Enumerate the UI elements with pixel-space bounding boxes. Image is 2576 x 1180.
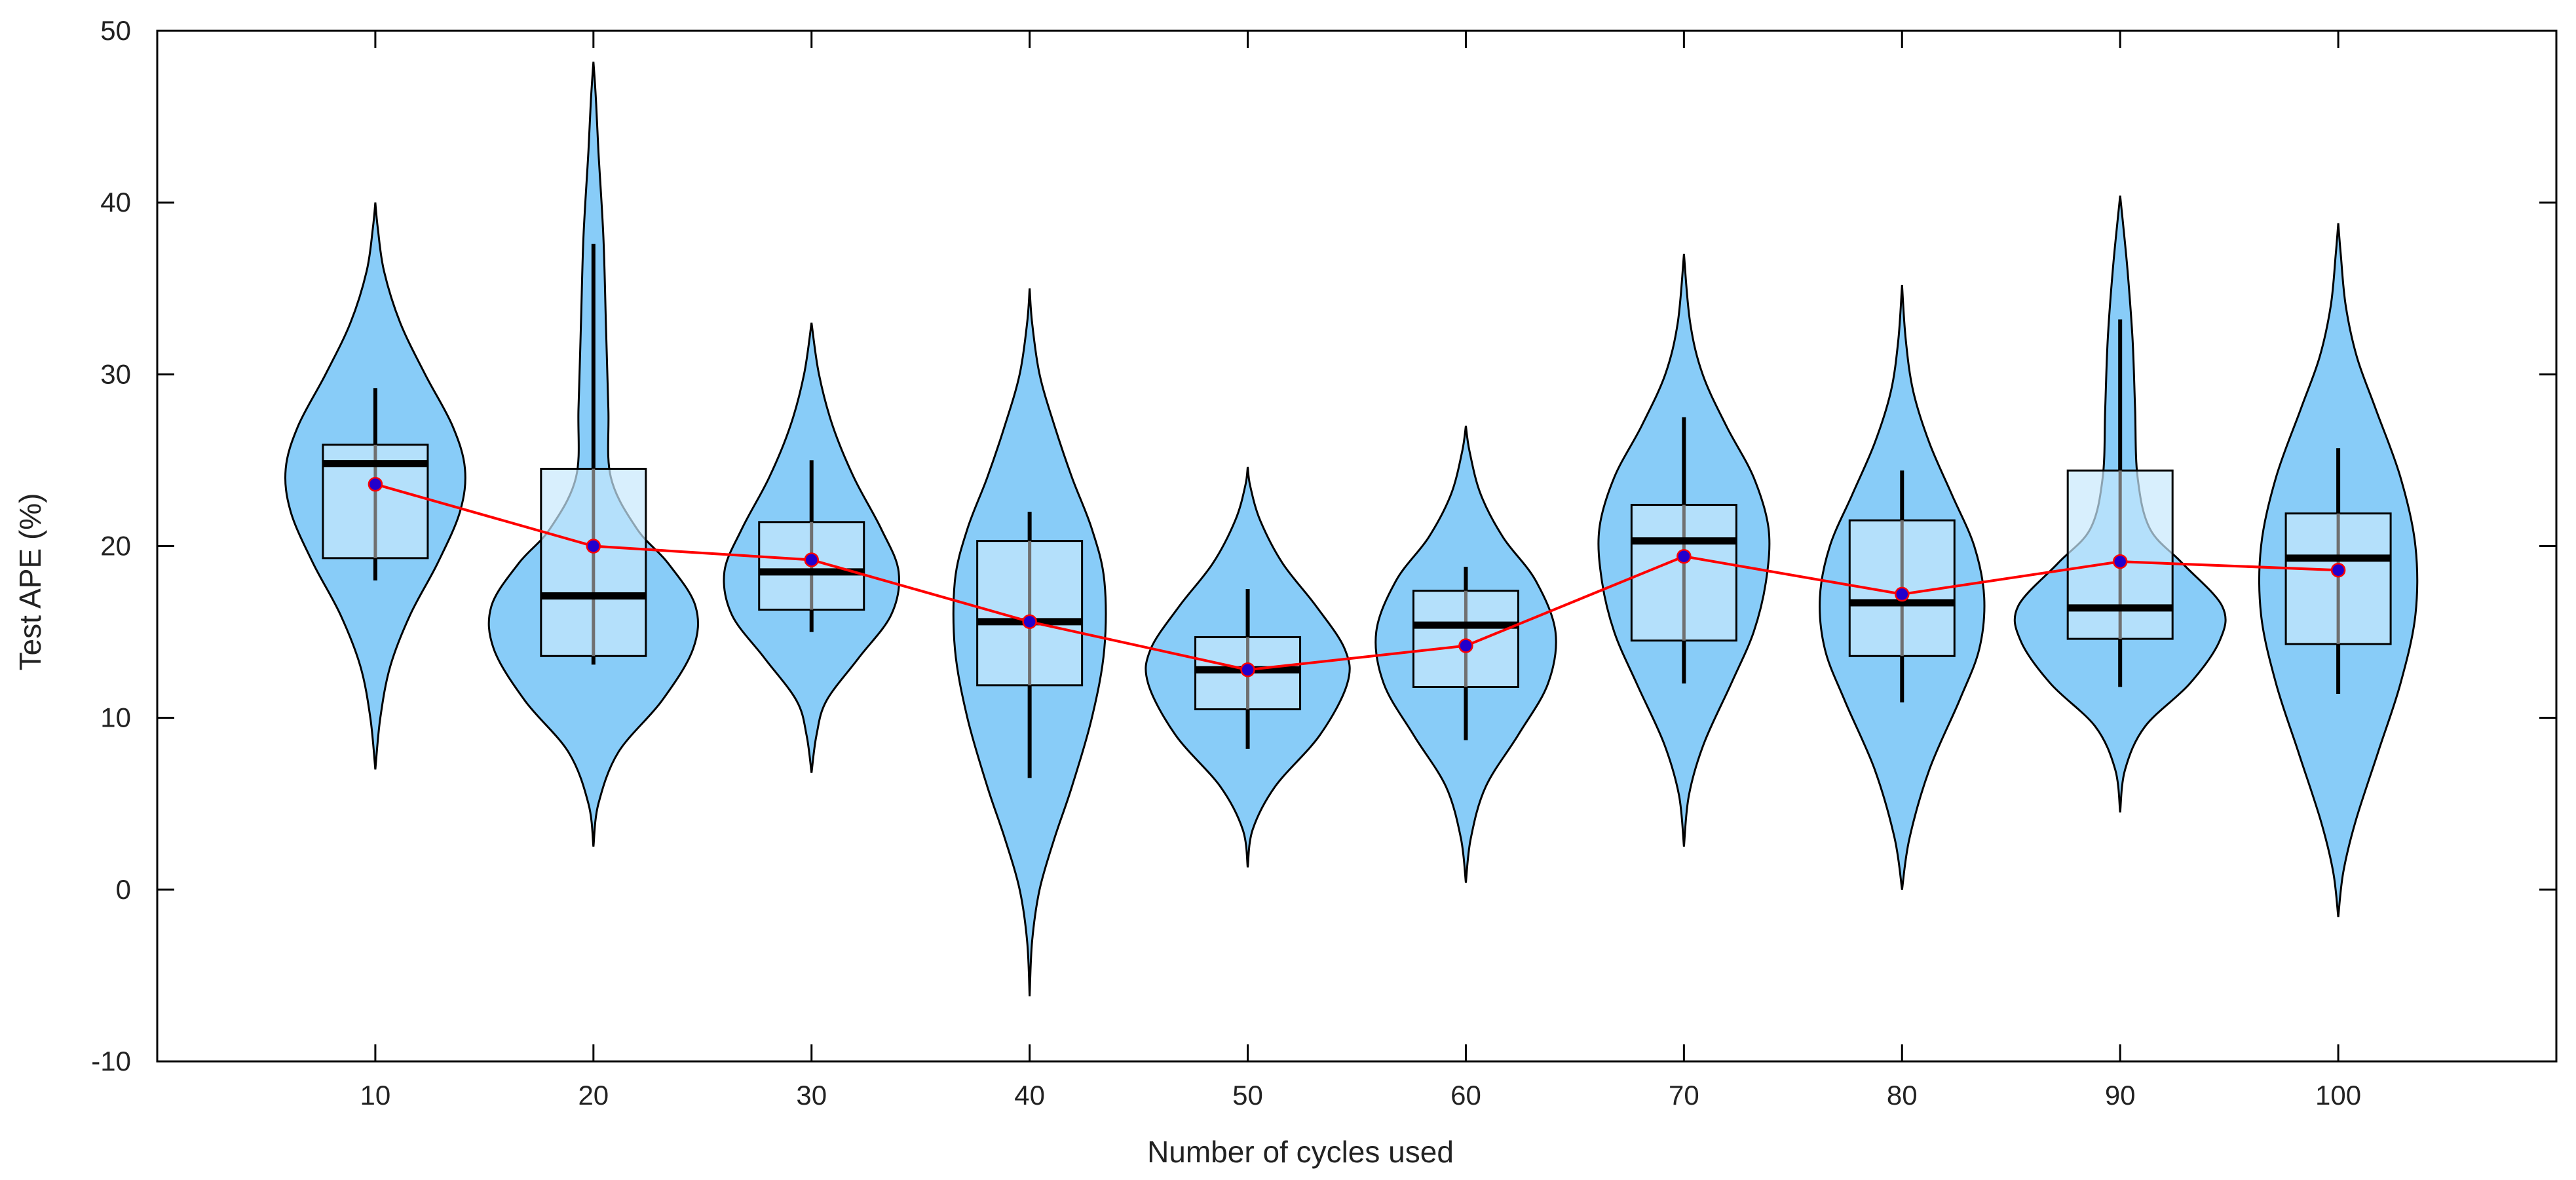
mean-point-90 <box>2112 554 2128 569</box>
x-tick-label: 20 <box>578 1080 609 1111</box>
x-tick-label: 60 <box>1450 1080 1481 1111</box>
y-axis: -10 0 10 20 30 40 50 <box>91 15 2556 1076</box>
x-tick-label: 40 <box>1014 1080 1045 1111</box>
violin-20 <box>487 62 699 847</box>
x-tick-label: 30 <box>796 1080 827 1111</box>
mean-point-70 <box>1676 548 1692 564</box>
x-tick-label: 10 <box>360 1080 391 1111</box>
y-tick-label: 20 <box>100 531 131 561</box>
y-axis-title: Test APE (%) <box>13 493 47 671</box>
violin-60 <box>1374 425 1557 883</box>
violin-30 <box>723 322 900 773</box>
y-tick-label: 30 <box>100 358 131 389</box>
mean-point-30 <box>804 552 819 567</box>
x-tick-label: 70 <box>1669 1080 1699 1111</box>
plot-frame <box>156 29 2558 1063</box>
x-tick-label: 90 <box>2105 1080 2136 1111</box>
mean-point-100 <box>2330 562 2346 578</box>
violin-90 <box>2013 195 2227 813</box>
y-tick-label: 0 <box>116 874 131 905</box>
mean-point-40 <box>1022 614 1037 630</box>
violin-40 <box>952 288 1107 997</box>
mean-point-20 <box>586 539 601 554</box>
violin-group <box>284 62 2419 997</box>
x-axis: 10 20 30 40 50 60 70 80 90 100 <box>360 31 2361 1111</box>
mean-point-60 <box>1458 638 1473 653</box>
y-tick-label: 40 <box>100 187 131 218</box>
x-axis-title: Number of cycles used <box>1147 1135 1454 1169</box>
mean-point-80 <box>1895 586 1910 602</box>
x-tick-label: 80 <box>1887 1080 1918 1111</box>
y-tick-label: -10 <box>91 1046 131 1076</box>
y-tick-label: 10 <box>100 702 131 733</box>
x-tick-label: 50 <box>1232 1080 1263 1111</box>
y-tick-label: 50 <box>100 15 131 46</box>
mean-point-50 <box>1240 662 1255 677</box>
mean-line-group <box>368 476 2346 677</box>
mean-polyline <box>375 483 2339 672</box>
mean-point-10 <box>368 476 383 492</box>
x-tick-label: 100 <box>2315 1080 2361 1111</box>
